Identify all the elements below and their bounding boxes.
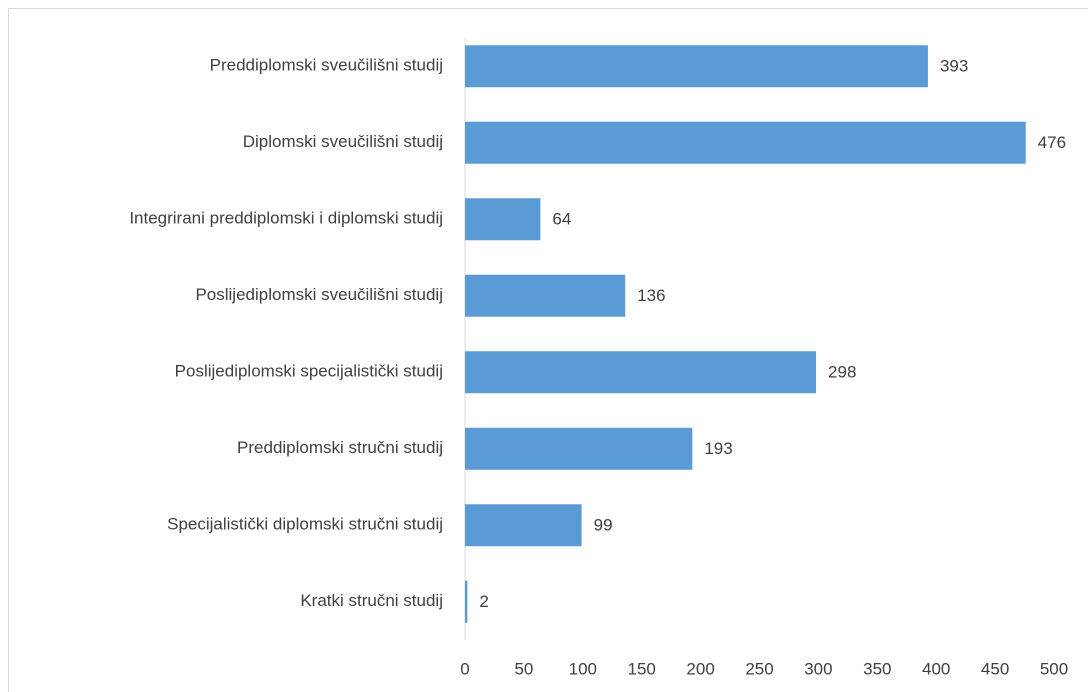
x-tick-label: 250 (745, 659, 773, 678)
bar (465, 351, 817, 394)
x-tick-label: 300 (804, 659, 832, 678)
data-label: 2 (479, 592, 488, 611)
x-tick-label: 0 (460, 659, 469, 678)
x-tick-label: 150 (628, 659, 656, 678)
data-label: 298 (828, 363, 856, 382)
x-tick-label: 450 (981, 659, 1009, 678)
bar (465, 427, 693, 470)
y-tick-label: Poslijediplomski sveučilišni studij (195, 285, 443, 304)
y-tick-label: Integrirani preddiplomski i diplomski st… (129, 209, 443, 228)
data-label: 393 (940, 57, 968, 76)
y-tick-label: Poslijediplomski specijalistički studij (175, 362, 443, 381)
bar (465, 580, 468, 623)
x-tick-label: 100 (569, 659, 597, 678)
bar (465, 274, 626, 317)
data-label: 99 (594, 516, 613, 535)
x-tick-label: 500 (1040, 659, 1068, 678)
data-label: 476 (1038, 133, 1066, 152)
chart-frame (8, 8, 1088, 692)
data-label: 64 (552, 210, 571, 229)
x-tick-label: 350 (863, 659, 891, 678)
bar (465, 121, 1026, 164)
y-tick-label: Preddiplomski sveučilišni studij (210, 56, 443, 75)
x-tick-label: 200 (686, 659, 714, 678)
data-label: 136 (637, 286, 665, 305)
bar (465, 45, 928, 88)
y-tick-label: Kratki stručni studij (300, 591, 443, 610)
y-tick-label: Diplomski sveučilišni studij (243, 132, 443, 151)
x-tick-label: 50 (514, 659, 533, 678)
bar (465, 504, 582, 547)
bar (465, 198, 541, 241)
data-label: 193 (704, 439, 732, 458)
x-tick-label: 400 (922, 659, 950, 678)
y-tick-label: Preddiplomski stručni studij (237, 438, 443, 457)
y-tick-label: Specijalistički diplomski stručni studij (167, 515, 443, 534)
